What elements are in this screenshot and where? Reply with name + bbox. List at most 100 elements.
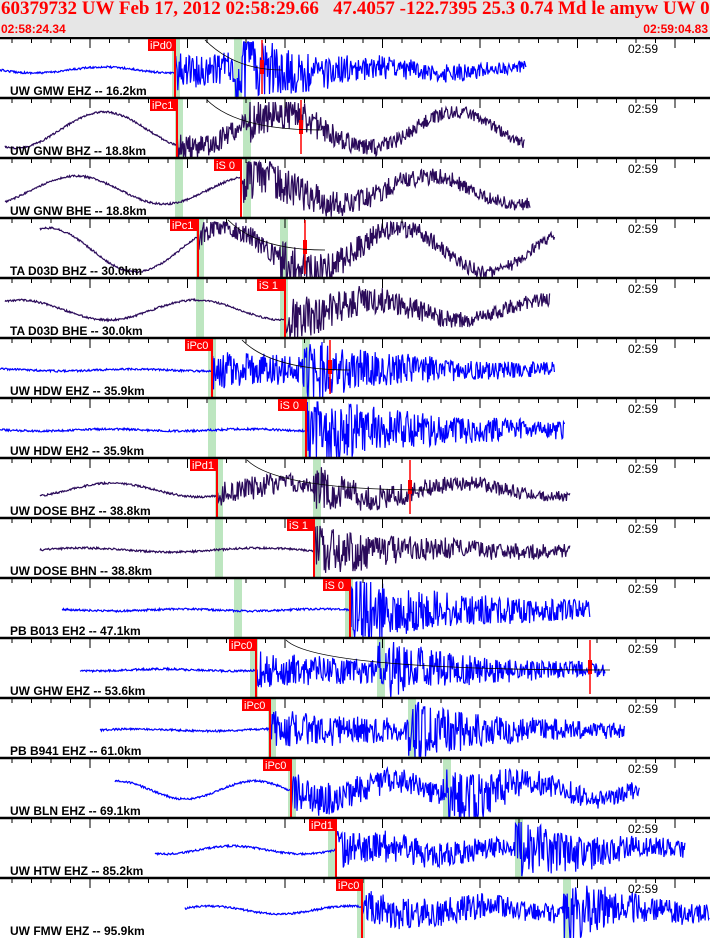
p-window-band: [215, 458, 223, 518]
pick-label: iPd1: [192, 460, 214, 472]
waveform-trace: [154, 821, 686, 877]
pick-label: iPc1: [172, 220, 193, 232]
pick-label: iS 1: [289, 520, 308, 532]
s-window-band: [377, 638, 385, 698]
panel-time-label: 02:59: [628, 342, 658, 356]
pick-label: iPc0: [187, 340, 208, 352]
panel-time-label: 02:59: [628, 582, 658, 596]
station-label: UW DOSE BHZ -- 38.8km: [10, 504, 151, 518]
pick-flag: [323, 579, 351, 591]
pick-flag: [148, 39, 176, 51]
end-time: 02:59:04.83: [643, 22, 708, 36]
station-label: UW HDW EHZ -- 35.9km: [10, 384, 145, 398]
coda-marker-box: [303, 240, 307, 254]
start-time: 02:58:24.34: [1, 22, 66, 36]
coda-curve: [227, 219, 326, 251]
pick-flag: [214, 159, 242, 171]
panel-time-label: 02:59: [628, 162, 658, 176]
coda-marker-box: [408, 480, 412, 494]
pick-label: iPc1: [152, 100, 173, 112]
p-window-band: [196, 218, 204, 278]
station-label: TA D03D BHZ -- 30.0km: [10, 264, 142, 278]
p-window-band: [208, 398, 216, 458]
station-label: TA D03D BHE -- 30.0km: [10, 324, 143, 338]
station-label: UW GHW EHZ -- 53.6km: [10, 684, 145, 698]
waveform-trace: [99, 701, 625, 758]
pick-flag: [309, 819, 337, 831]
station-label: UW GNW BHZ -- 18.8km: [10, 144, 146, 158]
panel-time-label: 02:59: [628, 762, 658, 776]
waveform-trace: [39, 467, 571, 511]
waveform-trace: [39, 525, 571, 573]
pick-flag: [242, 699, 271, 711]
waveform-panels: iPd0 UW GMW EHZ -- 16.2km 02:59 iPc1 UW GNW …: [0, 37, 710, 938]
p-window-band: [234, 578, 242, 638]
station-label: UW GMW EHZ -- 16.2km: [10, 84, 147, 98]
pick-label: iPc0: [338, 880, 359, 892]
pick-flag: [170, 219, 199, 231]
station-label: UW HTW EHZ -- 85.2km: [10, 864, 143, 878]
panel-time-label: 02:59: [628, 642, 658, 656]
panel-time-label: 02:59: [628, 702, 658, 716]
waveform-trace: [0, 401, 566, 459]
station-label: UW FMW EHZ -- 95.9km: [10, 924, 145, 938]
pick-label: iS 0: [280, 400, 299, 412]
s-window-band: [280, 218, 288, 278]
panel-time-label: 02:59: [628, 102, 658, 116]
panel-time-label: 02:59: [628, 462, 658, 476]
pick-flag: [185, 339, 213, 351]
waveform-trace: [4, 286, 551, 339]
panel-time-label: 02:59: [628, 882, 658, 896]
station-label: PB B013 EH2 -- 47.1km: [10, 624, 141, 638]
station-label: UW GNW BHE -- 18.8km: [10, 204, 147, 218]
coda-curve: [285, 639, 611, 671]
coda-curve: [206, 99, 322, 131]
pick-flag: [287, 519, 315, 531]
pick-flag: [278, 399, 307, 411]
panel-time-label: 02:59: [628, 822, 658, 836]
waveform-trace: [0, 341, 555, 399]
pick-label: iPc0: [265, 760, 286, 772]
station-label: UW DOSE BHN -- 38.8km: [10, 564, 152, 578]
waveform-trace: [114, 766, 640, 820]
station-label: UW BLN EHZ -- 69.1km: [10, 804, 141, 818]
panel-time-label: 02:59: [628, 522, 658, 536]
s-window-band: [234, 38, 242, 98]
pick-label: iS 1: [259, 280, 278, 292]
coda-marker-box: [588, 660, 592, 674]
pick-label: iPc0: [231, 640, 252, 652]
coda-marker-box: [328, 360, 332, 374]
pick-flag: [336, 879, 363, 891]
coda-curve: [241, 339, 351, 371]
panel-time-label: 02:59: [628, 222, 658, 236]
pick-flag: [190, 459, 218, 471]
pick-label: iPd1: [311, 820, 333, 832]
panel-time-label: 02:59: [628, 402, 658, 416]
event-header: 60379732 UW Feb 17, 2012 02:58:29.66 47.…: [0, 0, 710, 37]
coda-marker-box: [299, 120, 303, 134]
pick-flag: [150, 99, 178, 111]
pick-label: iPc0: [244, 700, 265, 712]
pick-label: iS 0: [216, 160, 235, 172]
p-window-band: [196, 278, 204, 338]
s-window-band: [515, 818, 523, 878]
waveform-trace: [0, 41, 527, 100]
waveform-trace: [79, 641, 606, 699]
coda-curve: [246, 459, 431, 491]
station-label: PB B941 EHZ -- 61.0km: [10, 744, 141, 758]
panel-time-label: 02:59: [628, 282, 658, 296]
coda-marker-box: [260, 60, 264, 74]
pick-flag: [257, 279, 286, 291]
pick-label: iPd0: [150, 40, 172, 52]
panel-time-label: 02:59: [628, 42, 658, 56]
coda-curve: [204, 39, 283, 71]
p-window-band: [250, 638, 258, 698]
s-window-band: [302, 338, 310, 398]
event-title: 60379732 UW Feb 17, 2012 02:58:29.66 47.…: [1, 0, 710, 19]
station-label: UW HDW EH2 -- 35.9km: [10, 444, 144, 458]
pick-label: iS 0: [325, 580, 344, 592]
pick-flag: [263, 759, 292, 771]
waveform-trace: [61, 580, 591, 639]
waveform-trace: [4, 101, 525, 159]
